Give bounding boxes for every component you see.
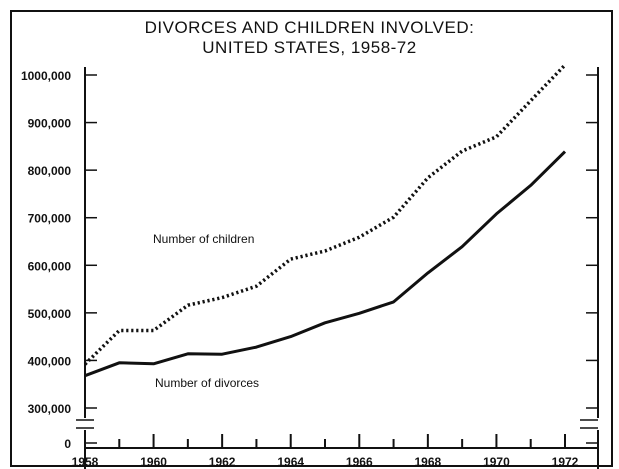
series-layer <box>83 63 567 378</box>
chart-title-line-2: UNITED STATES, 1958-72 <box>202 37 417 57</box>
y-tick-label: 900,000 <box>28 117 72 131</box>
x-tick-label: 1960 <box>140 455 167 469</box>
y-tick-label: 0 <box>64 437 71 451</box>
labels-layer: 0 300,000 400,000 500,000 600,000 700,000 800,… <box>21 69 579 469</box>
y-tick-label: 700,000 <box>28 212 72 226</box>
x-tick-label: 1964 <box>277 455 304 469</box>
x-tick-label: 1962 <box>209 455 236 469</box>
divorces-series-line <box>84 150 567 378</box>
chart-frame <box>10 10 613 467</box>
chart-title-line-1: DIVORCES AND CHILDREN INVOLVED: <box>144 18 475 37</box>
y-tick-label: 300,000 <box>28 402 72 416</box>
x-tick-label: 1966 <box>346 455 373 469</box>
y-tick-label: 1000,000 <box>21 69 71 83</box>
chart-title: DIVORCES AND CHILDREN INVOLVED: UNITED S… <box>0 18 619 57</box>
y-tick-label: 400,000 <box>28 354 72 368</box>
children-series-line <box>83 63 567 366</box>
y-tick-label: 500,000 <box>28 307 72 321</box>
x-tick-label: 1970 <box>483 455 510 469</box>
y-tick-label: 600,000 <box>28 259 72 273</box>
x-tick-label: 1972 <box>552 455 579 469</box>
axes-layer <box>76 67 599 469</box>
x-tick-label: 1968 <box>415 455 442 469</box>
divorces-series-label: Number of divorces <box>155 376 259 390</box>
x-tick-label: 1958 <box>72 455 99 469</box>
y-tick-label: 800,000 <box>28 164 72 178</box>
children-series-label: Number of children <box>153 232 254 246</box>
